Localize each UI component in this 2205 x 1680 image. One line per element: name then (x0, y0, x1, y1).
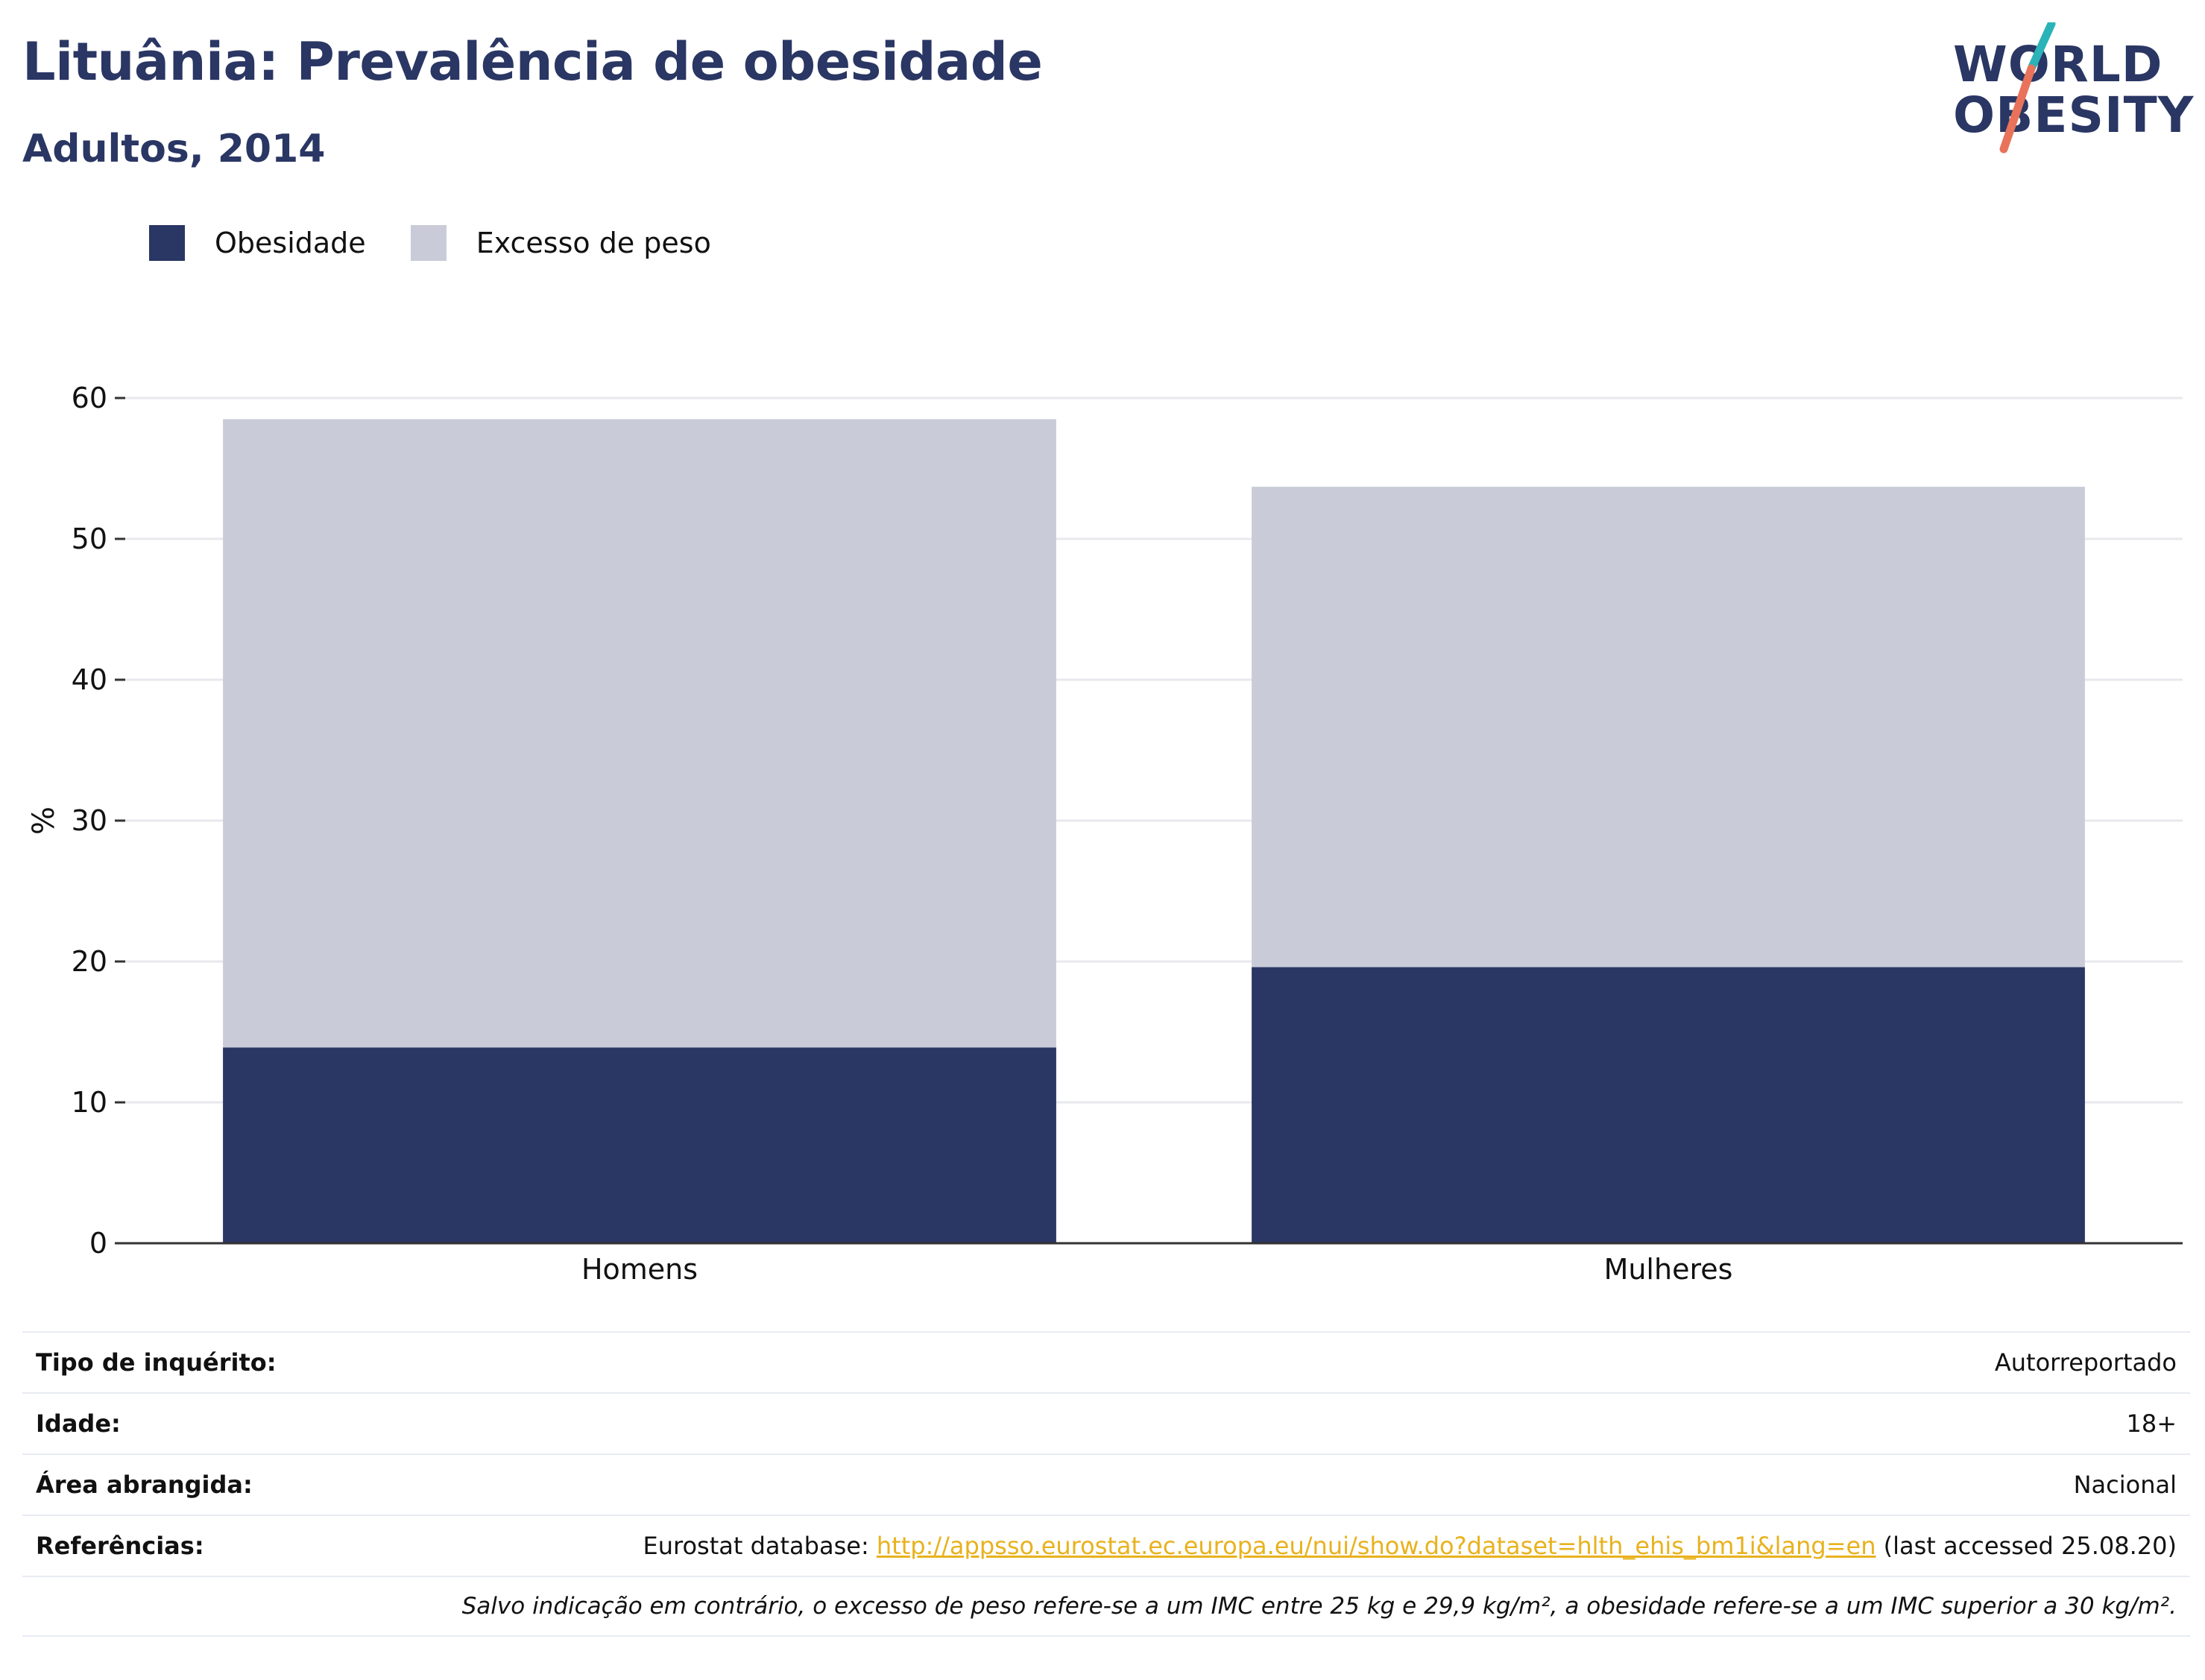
x-tick-label: Mulheres (1604, 1253, 1733, 1286)
info-table: Tipo de inquérito: Autorreportado Idade:… (22, 1331, 2190, 1637)
x-tick-label: Homens (581, 1253, 698, 1286)
bar-overweight-homens (223, 419, 1056, 1048)
bar-overweight-mulheres (1252, 487, 2085, 967)
logo-line-1: WORLD (1953, 36, 2163, 93)
y-tick-label: 60 (72, 382, 107, 414)
age-label: Idade: (36, 1409, 121, 1438)
logo-slash-icon (1999, 22, 2056, 154)
y-tick-label: 50 (72, 522, 107, 555)
references-value: Eurostat database: http://appsso.eurosta… (643, 1532, 2177, 1560)
legend-item-overweight: Excesso de peso (410, 225, 711, 261)
legend-label-overweight: Excesso de peso (476, 227, 711, 259)
survey-type-value: Autorreportado (1994, 1348, 2177, 1377)
world-obesity-logo: WORLD OBESITY (1938, 22, 2195, 157)
info-row-note: Salvo indicação em contrário, o excesso … (22, 1576, 2190, 1637)
references-prefix: Eurostat database: (643, 1532, 877, 1560)
survey-type-label: Tipo de inquérito: (36, 1348, 277, 1377)
logo-line-2: OBESITY (1953, 86, 2195, 144)
area-value: Nacional (2073, 1471, 2177, 1499)
legend-swatch-overweight (410, 225, 447, 261)
bar-chart: 0 10 20 30 40 50 60 Homens Mulheres% (27, 382, 2183, 1286)
y-tick-label: 20 (72, 945, 107, 978)
bar-obesity-mulheres (1252, 967, 2085, 1243)
chart-subtitle: Adultos, 2014 (22, 127, 326, 171)
y-tick-label: 10 (72, 1086, 107, 1119)
info-row-area: Área abrangida: Nacional (22, 1453, 2190, 1515)
chart-title: Lituânia: Prevalência de obesidade (22, 31, 1043, 92)
chart-legend: Obesidade Excesso de peso (149, 221, 756, 265)
references-suffix: (last accessed 25.08.20) (1876, 1532, 2177, 1560)
legend-label-obesity: Obesidade (215, 227, 366, 259)
info-row-survey-type: Tipo de inquérito: Autorreportado (22, 1331, 2190, 1392)
y-tick-label: 30 (72, 804, 107, 837)
area-label: Área abrangida: (36, 1471, 253, 1499)
age-value: 18+ (2126, 1409, 2177, 1438)
legend-item-obesity: Obesidade (149, 225, 366, 261)
bmi-note: Salvo indicação em contrário, o excesso … (461, 1593, 2177, 1620)
y-tick-label: 0 (89, 1227, 107, 1260)
info-row-age: Idade: 18+ (22, 1392, 2190, 1453)
y-axis-label: % (27, 806, 61, 835)
info-row-references: Referências: Eurostat database: http://a… (22, 1515, 2190, 1576)
references-label: Referências: (36, 1532, 204, 1560)
bar-obesity-homens (223, 1047, 1056, 1243)
references-link[interactable]: http://appsso.eurostat.ec.europa.eu/nui/… (876, 1532, 1876, 1560)
legend-swatch-obesity (149, 225, 185, 261)
y-tick-label: 40 (72, 663, 107, 696)
